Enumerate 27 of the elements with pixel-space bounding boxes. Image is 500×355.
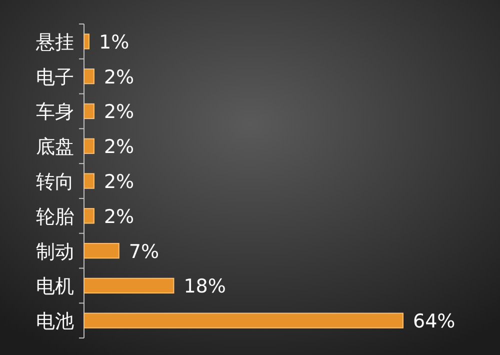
data-label: 18% <box>184 276 226 298</box>
data-label: 64% <box>413 310 456 333</box>
data-label: 2% <box>104 66 134 88</box>
y-tick-label: 车身 <box>36 101 74 124</box>
data-label: 2% <box>104 101 134 124</box>
y-tick-label: 轮胎 <box>36 206 74 228</box>
bar <box>84 312 404 328</box>
y-tick-label: 悬挂 <box>35 31 74 54</box>
data-label: 7% <box>128 240 160 263</box>
bar <box>84 138 94 154</box>
data-label: 1% <box>98 31 130 54</box>
y-tick-label: 制动 <box>36 240 74 263</box>
bar <box>84 208 94 224</box>
y-tick-label: 电机 <box>36 276 74 298</box>
bar <box>84 278 174 294</box>
bar <box>84 34 90 50</box>
y-tick-label: 电子 <box>36 66 74 88</box>
bar <box>84 173 94 189</box>
data-label: 2% <box>104 206 134 228</box>
bar <box>84 103 94 120</box>
y-tick-label: 转向 <box>36 171 74 193</box>
data-label: 2% <box>104 136 134 158</box>
bar <box>84 68 94 84</box>
y-tick-label: 底盘 <box>36 136 74 158</box>
bar <box>84 242 120 259</box>
y-tick-label: 电池 <box>36 310 74 333</box>
data-label: 2% <box>104 171 134 193</box>
